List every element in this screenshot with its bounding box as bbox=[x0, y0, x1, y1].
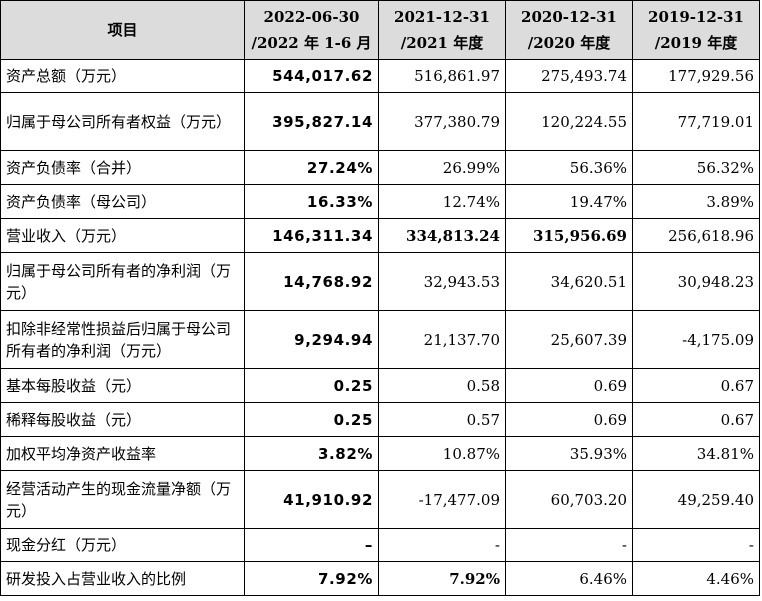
cell-2020: 0.69 bbox=[505, 402, 633, 437]
row-label: 扣除非经常性损益后归属于母公司所有者的净利润（万元） bbox=[0, 310, 245, 369]
cell-2022: 14,768.92 bbox=[244, 252, 379, 311]
header-date: 2021-12-31 bbox=[394, 8, 490, 26]
row-label: 资产负债率（母公司） bbox=[0, 184, 245, 219]
table-row: 研发投入占营业收入的比例 7.92% 7.92% 6.46% 4.46% bbox=[0, 561, 760, 596]
header-date: 2022-06-30 bbox=[263, 8, 360, 26]
cell-2019: 0.67 bbox=[632, 368, 760, 403]
cell-2021: -17,477.09 bbox=[378, 470, 506, 529]
cell-2021: 12.74% bbox=[378, 184, 506, 219]
header-col-2019: 2019-12-31/2019 年度 bbox=[632, 0, 760, 60]
table-row: 归属于母公司所有者权益（万元） 395,827.14 377,380.79 120,2… bbox=[0, 92, 760, 151]
header-date: 2020-12-31 bbox=[521, 8, 617, 26]
row-label: 基本每股收益（元） bbox=[0, 368, 245, 403]
cell-2019: -4,175.09 bbox=[632, 310, 760, 369]
cell-2019: 177,929.56 bbox=[632, 59, 760, 93]
cell-2021: 10.87% bbox=[378, 436, 506, 471]
cell-2021: 26.99% bbox=[378, 150, 506, 185]
cell-2021: 32,943.53 bbox=[378, 252, 506, 311]
cell-2020: 35.93% bbox=[505, 436, 633, 471]
cell-2021: 377,380.79 bbox=[378, 92, 506, 151]
cell-2019: 256,618.96 bbox=[632, 218, 760, 253]
header-period: /2021 年度 bbox=[400, 34, 484, 52]
cell-2020: 6.46% bbox=[505, 561, 633, 596]
row-label: 资产负债率（合并） bbox=[0, 150, 245, 185]
cell-2021: 0.57 bbox=[378, 402, 506, 437]
cell-2022: 41,910.92 bbox=[244, 470, 379, 529]
cell-2021: 0.58 bbox=[378, 368, 506, 403]
cell-2019: 3.89% bbox=[632, 184, 760, 219]
table-row: 稀释每股收益（元） 0.25 0.57 0.69 0.67 bbox=[0, 402, 760, 437]
header-col-2020: 2020-12-31/2020 年度 bbox=[505, 0, 633, 60]
cell-2021: 516,861.97 bbox=[378, 59, 506, 93]
header-period: /2022 年 1-6 月 bbox=[251, 34, 372, 52]
cell-2022: 9,294.94 bbox=[244, 310, 379, 369]
cell-2019: 77,719.01 bbox=[632, 92, 760, 151]
table-row: 经营活动产生的现金流量净额（万元） 41,910.92 -17,477.09 60,7… bbox=[0, 470, 760, 529]
header-col-2022: 2022-06-30/2022 年 1-6 月 bbox=[244, 0, 379, 60]
row-label: 经营活动产生的现金流量净额（万元） bbox=[0, 470, 245, 529]
cell-2022: 544,017.62 bbox=[244, 59, 379, 93]
cell-2019: - bbox=[632, 528, 760, 562]
row-label: 营业收入（万元） bbox=[0, 218, 245, 253]
cell-2020: 34,620.51 bbox=[505, 252, 633, 311]
header-col-2021: 2021-12-31/2021 年度 bbox=[378, 0, 506, 60]
cell-2020: 19.47% bbox=[505, 184, 633, 219]
cell-2019: 34.81% bbox=[632, 436, 760, 471]
table-row: 扣除非经常性损益后归属于母公司所有者的净利润（万元） 9,294.94 21,137… bbox=[0, 310, 760, 369]
cell-2020: 315,956.69 bbox=[505, 218, 633, 253]
cell-2022: 16.33% bbox=[244, 184, 379, 219]
cell-2020: 0.69 bbox=[505, 368, 633, 403]
row-label: 加权平均净资产收益率 bbox=[0, 436, 245, 471]
cell-2020: 60,703.20 bbox=[505, 470, 633, 529]
cell-2020: - bbox=[505, 528, 633, 562]
table-row: 归属于母公司所有者的净利润（万元） 14,768.92 32,943.53 34,62… bbox=[0, 252, 760, 311]
header-date: 2019-12-31 bbox=[648, 8, 744, 26]
row-label: 研发投入占营业收入的比例 bbox=[0, 561, 245, 596]
row-label: 归属于母公司所有者权益（万元） bbox=[0, 92, 245, 151]
header-item: 项目 bbox=[0, 0, 245, 60]
cell-2019: 0.67 bbox=[632, 402, 760, 437]
cell-2022: 7.92% bbox=[244, 561, 379, 596]
table-row: 基本每股收益（元） 0.25 0.58 0.69 0.67 bbox=[0, 368, 760, 403]
table-row: 现金分红（万元） – - - - bbox=[0, 528, 760, 562]
header-row: 项目 2022-06-30/2022 年 1-6 月 2021-12-31/20… bbox=[0, 0, 760, 60]
row-label: 归属于母公司所有者的净利润（万元） bbox=[0, 252, 245, 311]
cell-2022: – bbox=[244, 528, 379, 562]
header-period: /2019 年度 bbox=[654, 34, 738, 52]
cell-2019: 4.46% bbox=[632, 561, 760, 596]
cell-2022: 146,311.34 bbox=[244, 218, 379, 253]
cell-2021: 334,813.24 bbox=[378, 218, 506, 253]
cell-2021: 7.92% bbox=[378, 561, 506, 596]
cell-2020: 25,607.39 bbox=[505, 310, 633, 369]
cell-2019: 56.32% bbox=[632, 150, 760, 185]
cell-2021: 21,137.70 bbox=[378, 310, 506, 369]
cell-2022: 27.24% bbox=[244, 150, 379, 185]
row-label: 稀释每股收益（元） bbox=[0, 402, 245, 437]
cell-2022: 3.82% bbox=[244, 436, 379, 471]
table-row: 资产负债率（合并） 27.24% 26.99% 56.36% 56.32% bbox=[0, 150, 760, 185]
cell-2020: 275,493.74 bbox=[505, 59, 633, 93]
cell-2020: 56.36% bbox=[505, 150, 633, 185]
cell-2019: 30,948.23 bbox=[632, 252, 760, 311]
cell-2022: 0.25 bbox=[244, 402, 379, 437]
cell-2022: 395,827.14 bbox=[244, 92, 379, 151]
table-row: 资产总额（万元） 544,017.62 516,861.97 275,493.74 17… bbox=[0, 59, 760, 93]
table-row: 加权平均净资产收益率 3.82% 10.87% 35.93% 34.81% bbox=[0, 436, 760, 471]
table-row: 营业收入（万元） 146,311.34 334,813.24 315,956.69 25… bbox=[0, 218, 760, 253]
table-row: 资产负债率（母公司） 16.33% 12.74% 19.47% 3.89% bbox=[0, 184, 760, 219]
cell-2021: - bbox=[378, 528, 506, 562]
cell-2022: 0.25 bbox=[244, 368, 379, 403]
header-period: /2020 年度 bbox=[527, 34, 611, 52]
cell-2020: 120,224.55 bbox=[505, 92, 633, 151]
row-label: 现金分红（万元） bbox=[0, 528, 245, 562]
table-body: 资产总额（万元） 544,017.62 516,861.97 275,493.74 17… bbox=[0, 59, 760, 596]
row-label: 资产总额（万元） bbox=[0, 59, 245, 93]
cell-2019: 49,259.40 bbox=[632, 470, 760, 529]
